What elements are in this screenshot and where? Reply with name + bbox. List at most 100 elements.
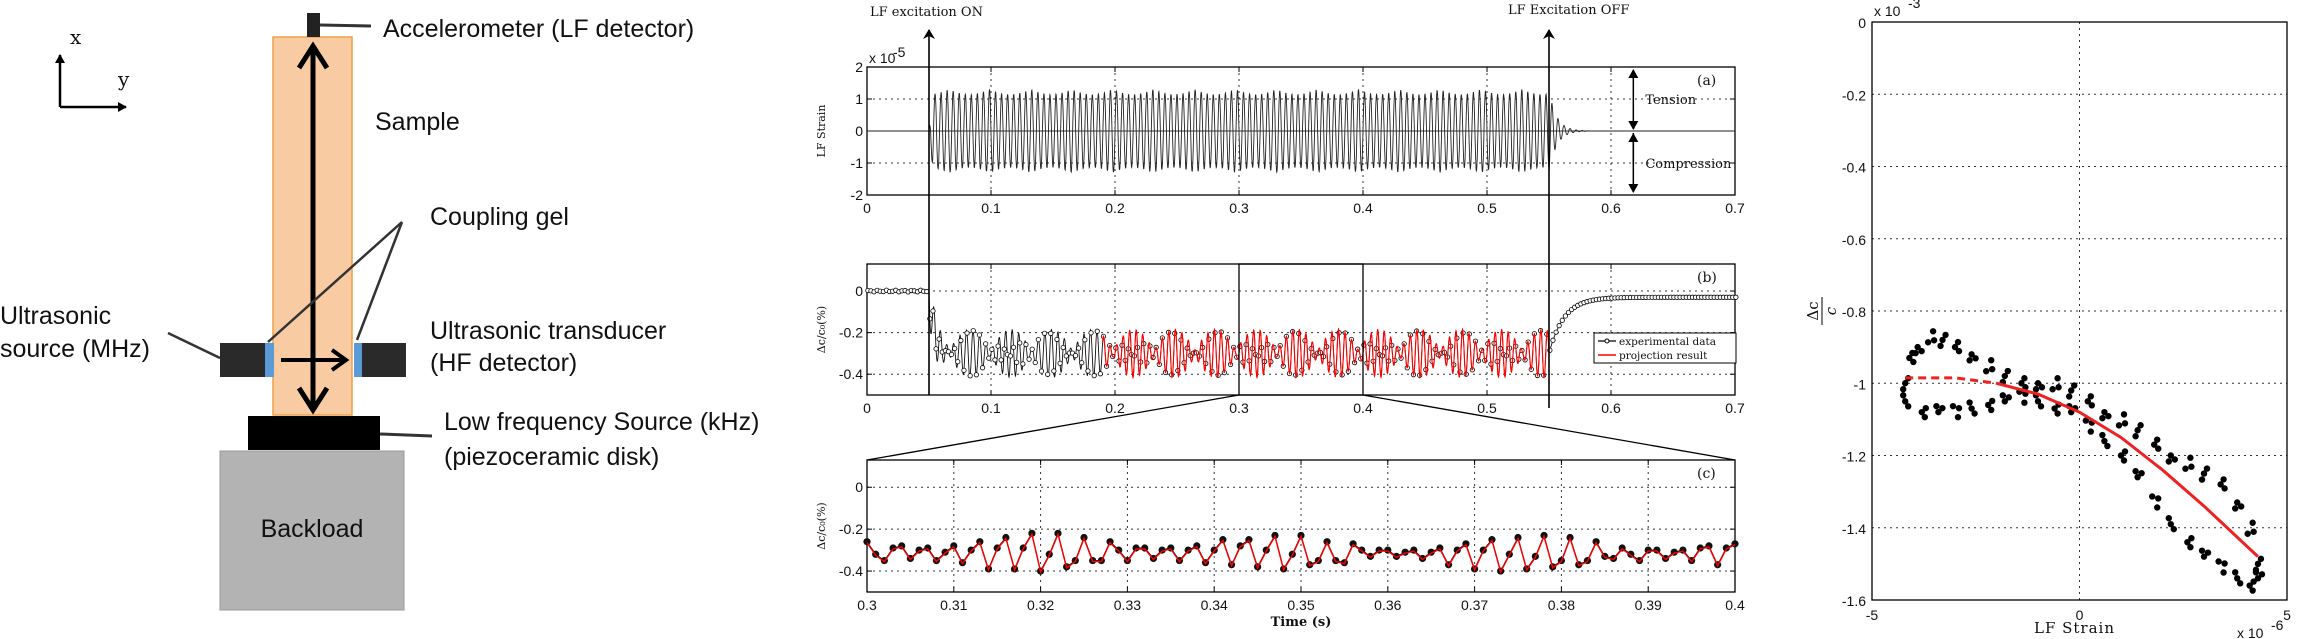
panel-label: (b): [1697, 270, 1717, 286]
excitation-off-label: LF Excitation OFF: [1508, 3, 1629, 18]
scatter-point: [1954, 338, 1962, 346]
scatter-point: [1951, 343, 1959, 351]
ultrasonic-source-label-2: source (MHz): [0, 335, 150, 363]
scatter-point: [1906, 354, 1913, 362]
scatter-point: [2221, 485, 2228, 492]
experimental-data-marker: [1553, 329, 1559, 335]
x-tick-label: 0.38: [1548, 597, 1575, 613]
experimental-data-marker: [1054, 336, 1060, 343]
accelerometer-label: Accelerometer (LF detector): [383, 15, 694, 43]
experimental-data-point: [967, 546, 975, 554]
y-axis-label: LF Strain: [815, 105, 828, 158]
scatter-point: [2038, 384, 2046, 391]
scatter-point: [2246, 582, 2253, 589]
x-tick-label: 0.3: [1229, 200, 1249, 216]
experimental-data-marker: [1562, 313, 1568, 319]
x-tick-label: 0.7: [1725, 400, 1745, 416]
experimental-data-point: [1418, 554, 1427, 563]
scatter-point: [1900, 386, 1907, 393]
experimental-data-point: [1696, 544, 1704, 552]
zoom-connector-right: [1362, 394, 1736, 461]
scatter-point: [2132, 433, 2139, 440]
scatter-point: [1921, 413, 1929, 421]
scatter-point: [2021, 399, 2028, 406]
scatter-point: [2234, 575, 2241, 582]
scatter-point: [2184, 539, 2191, 546]
x-tick-label: 0.5: [1477, 200, 1497, 216]
scatter-point: [1989, 365, 1996, 373]
ultrasonic-source-block: [220, 343, 265, 377]
scatter-point: [2134, 427, 2141, 434]
scatter-point: [2004, 367, 2012, 375]
scatter-point: [2249, 587, 2256, 594]
experimental-data-marker: [958, 337, 964, 344]
plot-frame: [866, 263, 1736, 396]
experimental-data-marker: [1088, 330, 1094, 336]
legend-label-experimental: experimental data: [1619, 336, 1716, 348]
scatter-point: [2252, 569, 2260, 576]
scatter-point: [1918, 347, 1925, 355]
x-tick-label: 0.39: [1635, 597, 1662, 613]
y-tick-label: -0.4: [839, 563, 863, 579]
experimental-data-marker: [1063, 353, 1069, 359]
experimental-data-marker: [1057, 360, 1063, 366]
scatter-point: [2084, 398, 2091, 405]
scatter-point: [1933, 402, 1940, 410]
fit-curve-solid: [1996, 381, 2259, 558]
scatter-point: [1939, 404, 1946, 412]
scatter-point: [2237, 580, 2244, 587]
scatter-point: [2105, 412, 2112, 420]
scatter-point: [2117, 452, 2125, 459]
legend: experimental data projection result: [1593, 332, 1737, 364]
scatter-point: [1966, 399, 1973, 406]
experimental-data-marker: [961, 367, 967, 373]
scatter-point: [2204, 549, 2212, 556]
scatter-point: [2155, 495, 2162, 502]
scatter-point: [2032, 386, 2040, 393]
experimental-data-marker: [1565, 309, 1572, 316]
experimental-data-marker: [973, 372, 979, 378]
scatter-point: [2217, 481, 2224, 488]
experimental-data-marker: [936, 336, 942, 342]
experimental-data-point: [863, 538, 871, 546]
piezo-leader: [379, 432, 433, 438]
scatter-point: [1935, 408, 1942, 416]
experimental-data-marker: [1559, 317, 1565, 323]
scatter-point: [1910, 358, 1917, 366]
x-tick-label: 0.6: [1601, 400, 1621, 416]
scatter-point: [2203, 465, 2211, 472]
x-tick-label: 0.35: [1287, 597, 1314, 613]
experimental-data-marker: [955, 359, 961, 365]
scatter-point: [1968, 405, 1975, 412]
y-tick-label: -1.2: [1842, 449, 1866, 465]
panel-label: (a): [1697, 73, 1716, 89]
scatter-point: [1972, 355, 1979, 362]
lf-source-label-1: Low frequency Source (kHz): [444, 408, 759, 436]
y-tick-label: 0: [855, 283, 863, 299]
x-tick-label: 0.3: [1229, 400, 1249, 416]
experimental-data-marker: [1094, 328, 1100, 334]
x-tick-label: 0.36: [1374, 597, 1401, 613]
x-tick-label: 0.32: [1027, 597, 1054, 613]
scatter-point: [1989, 397, 1996, 405]
y-tick-label: 0: [855, 479, 863, 495]
scatter-point: [2198, 476, 2206, 483]
experimental-data-marker: [1026, 356, 1032, 362]
scatter-point: [2054, 375, 2061, 382]
y-tick-label: -1: [851, 155, 864, 171]
ultrasonic-transducer-label-1: Ultrasonic transducer: [430, 317, 666, 345]
experimental-data-marker: [1091, 373, 1097, 379]
scatter-point: [1902, 398, 1909, 405]
x-tick-label: 0: [863, 200, 871, 216]
scatter-point: [2250, 528, 2257, 535]
scatter-point: [1912, 349, 1919, 357]
experimental-data-marker: [976, 332, 983, 338]
scatter-point: [2101, 437, 2108, 445]
experimental-data-marker: [1051, 368, 1057, 374]
scatter-point: [2115, 422, 2123, 429]
scatter-point: [1914, 343, 1921, 351]
scatter-point: [2149, 493, 2156, 500]
scatter-point: [1954, 413, 1962, 421]
scatter-point: [2137, 422, 2144, 429]
y-tick-label: 2: [855, 59, 863, 75]
